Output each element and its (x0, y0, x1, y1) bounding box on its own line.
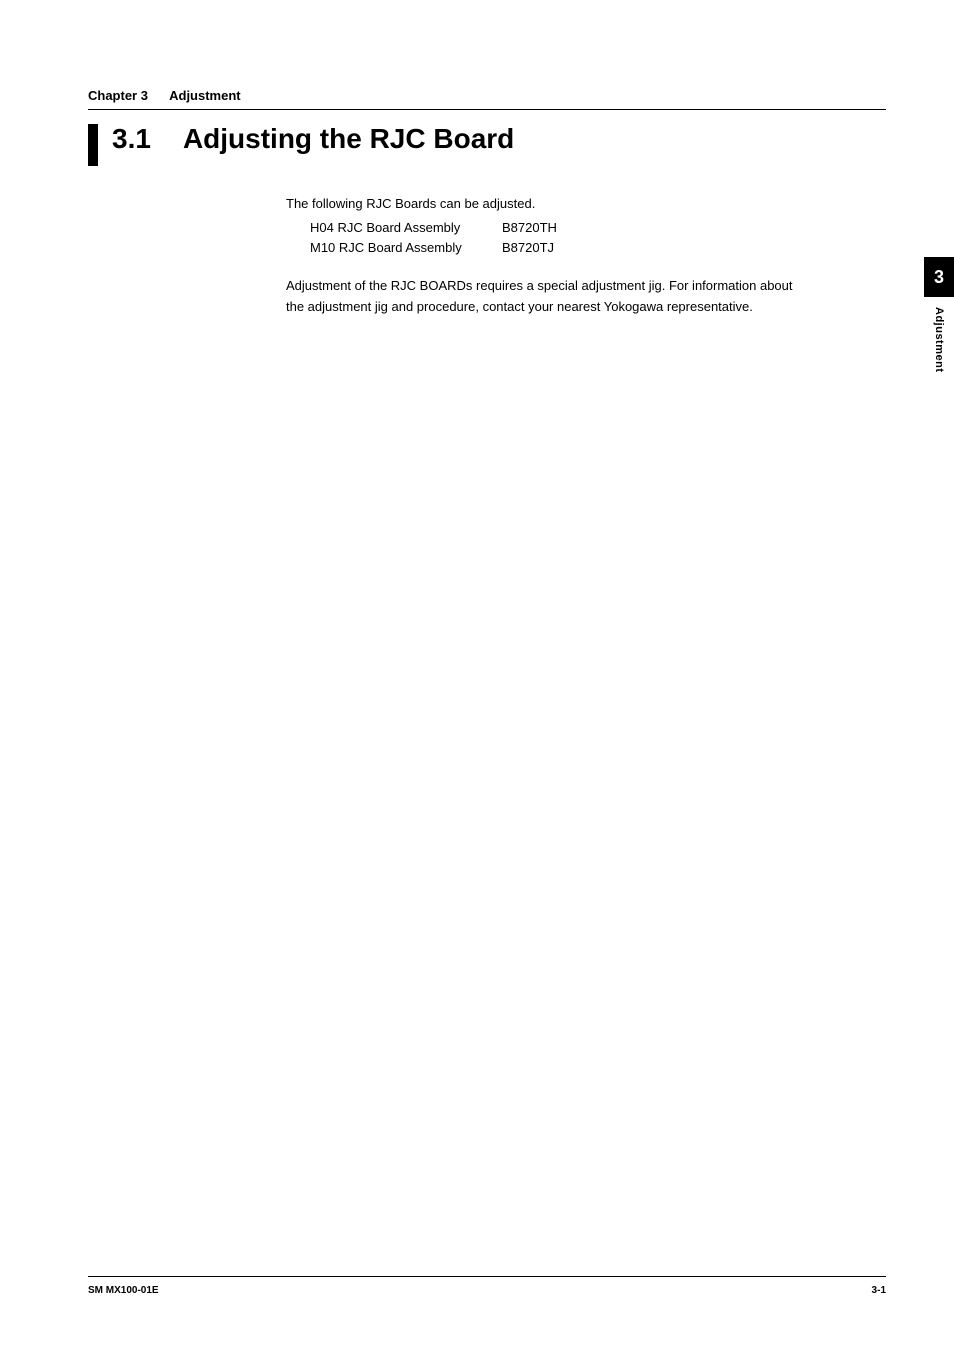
footer-page-number: 3-1 (872, 1285, 886, 1296)
board-item: H04 RJC Board Assembly B8720TH (310, 218, 886, 238)
note-line-2: the adjustment jig and procedure, contac… (286, 297, 886, 317)
intro-text: The following RJC Boards can be adjusted… (286, 194, 886, 214)
adjustment-note: Adjustment of the RJC BOARDs requires a … (286, 276, 886, 316)
chapter-header: Chapter 3 Adjustment (88, 88, 886, 110)
board-item: M10 RJC Board Assembly B8720TJ (310, 238, 886, 258)
section-number: 3.1 (112, 122, 151, 156)
board-code: B8720TH (502, 218, 557, 238)
footer-doc-id: SM MX100-01E (88, 1285, 159, 1296)
body-text: The following RJC Boards can be adjusted… (286, 194, 886, 317)
board-name: M10 RJC Board Assembly (310, 238, 502, 258)
section-title-wrapper: 3.1 Adjusting the RJC Board (88, 122, 886, 166)
board-code: B8720TJ (502, 238, 554, 258)
note-line-1: Adjustment of the RJC BOARDs requires a … (286, 276, 886, 296)
section-title: Adjusting the RJC Board (183, 122, 514, 156)
side-tab-label: Adjustment (933, 307, 945, 373)
section-marker (88, 124, 98, 166)
board-list: H04 RJC Board Assembly B8720TH M10 RJC B… (310, 218, 886, 258)
side-tab-number: 3 (924, 257, 954, 297)
side-tab: 3 Adjustment (924, 257, 954, 373)
chapter-label: Chapter 3 (88, 88, 148, 103)
board-name: H04 RJC Board Assembly (310, 218, 502, 238)
page-footer: SM MX100-01E 3-1 (88, 1276, 886, 1296)
chapter-title: Adjustment (169, 88, 241, 103)
